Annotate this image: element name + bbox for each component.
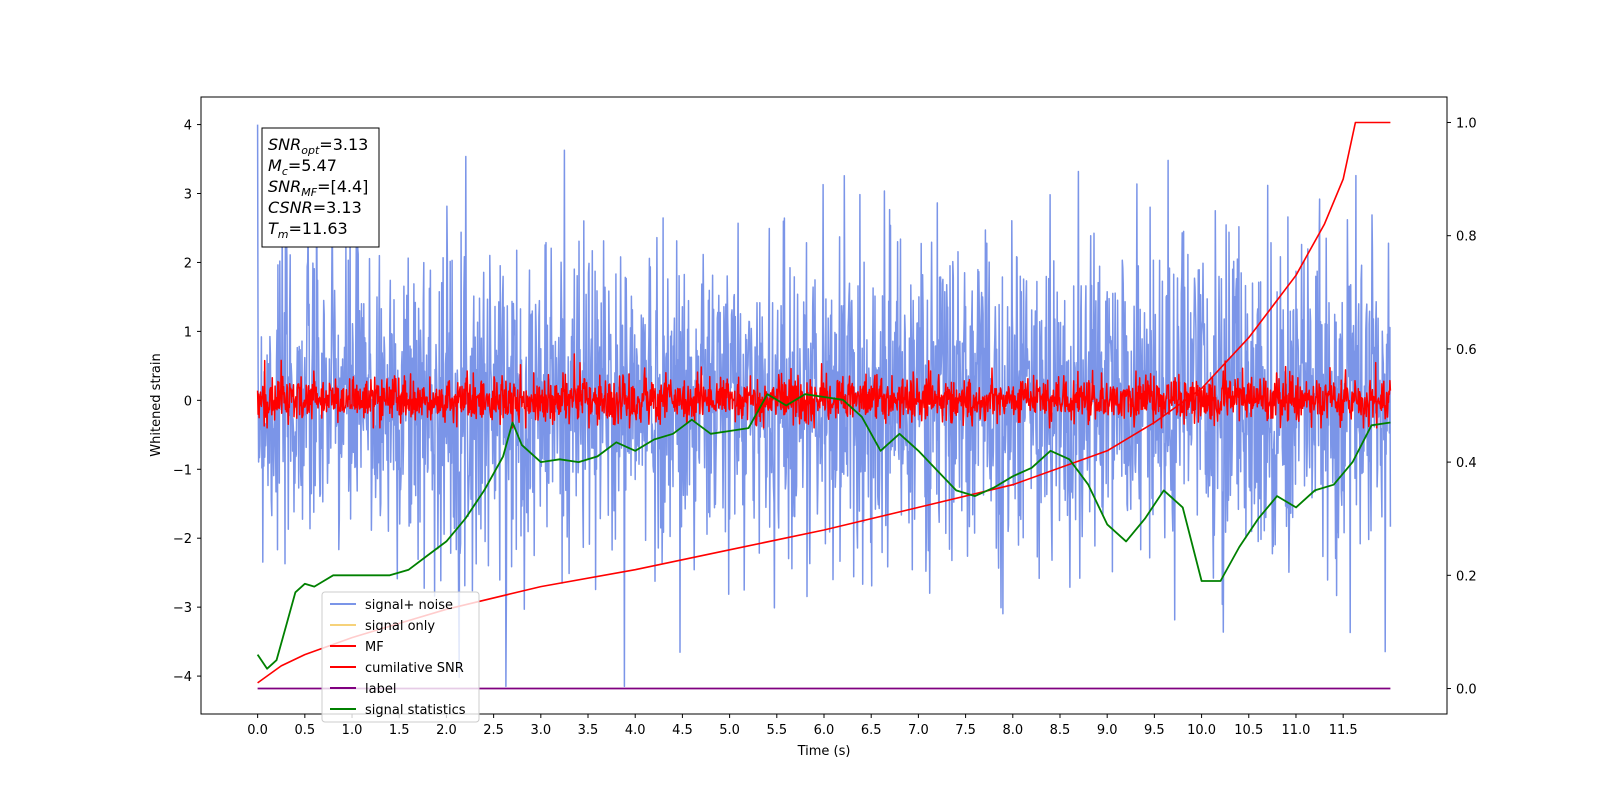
y-tick-label: −1: [173, 463, 192, 478]
annotation-line: SNRopt=3.13: [268, 135, 368, 157]
x-tick-label: 4.5: [672, 723, 693, 738]
x-tick-label: 1.5: [389, 723, 410, 738]
y-tick-label: −4: [173, 670, 192, 685]
y-tick-label: 0: [184, 394, 192, 409]
series-signal-noise: [256, 124, 1392, 688]
legend-label: signal+ noise: [365, 598, 453, 613]
x-tick-label: 6.5: [861, 723, 882, 738]
y2-tick-label: 1.0: [1456, 116, 1477, 131]
x-tick-label: 2.0: [436, 723, 457, 738]
x-tick-label: 2.5: [483, 723, 504, 738]
annotation-symbol: T: [268, 219, 279, 238]
x-tick-label: 6.0: [814, 723, 835, 738]
x-tick-label: 7.0: [908, 723, 929, 738]
legend: signal+ noise signal only MF cumilative SNR…: [321, 591, 480, 723]
x-tick-label: 10.0: [1187, 723, 1216, 738]
legend-label: signal only: [365, 619, 435, 634]
x-tick-label: 11.5: [1329, 723, 1358, 738]
y-tick-label: 4: [184, 119, 192, 134]
x-tick-label: 5.0: [719, 723, 740, 738]
annotation-line: Tm=11.63: [268, 219, 348, 241]
x-tick-label: 7.5: [955, 723, 976, 738]
annotation-subscript: opt: [301, 144, 320, 157]
y-tick-label: 1: [184, 325, 192, 340]
annotation-subscript: c: [282, 165, 288, 178]
stats-annotation-box: SNRopt=3.13Mc=5.47SNRMF=[4.4]CSNR=3.13Tm…: [261, 127, 380, 248]
legend-label: label: [365, 682, 396, 697]
annotation-line: SNRMF=[4.4]: [268, 177, 368, 199]
annotation-subscript: MF: [301, 186, 317, 199]
y2-tick-label: 0.8: [1456, 230, 1477, 245]
annotation-value: =3.13: [319, 135, 368, 154]
annotation-line: CSNR=3.13: [268, 198, 362, 217]
annotation-symbol: SNR: [268, 135, 301, 154]
annotation-frame: [261, 127, 380, 248]
legend-label: cumilative SNR: [365, 661, 464, 676]
annotation-value: =11.63: [289, 219, 348, 238]
x-axis-label: Time (s): [797, 744, 851, 759]
annotation-value: =[4.4]: [317, 177, 368, 196]
legend-frame: [321, 591, 480, 723]
legend-label: MF: [365, 640, 384, 655]
x-tick-label: 11.0: [1281, 723, 1310, 738]
y2-tick-label: 0.4: [1456, 456, 1477, 471]
y2-tick-label: 0.6: [1456, 343, 1477, 358]
annotation-symbol: SNR: [268, 177, 301, 196]
annotation-line: Mc=5.47: [268, 156, 337, 178]
y2-tick-label: 0.2: [1456, 569, 1477, 584]
y-tick-label: 2: [184, 256, 192, 271]
x-tick-label: 8.5: [1050, 723, 1071, 738]
x-tick-label: 8.0: [1002, 723, 1023, 738]
annotation-symbol: CSNR: [268, 198, 313, 217]
x-tick-label: 3.5: [578, 723, 599, 738]
x-tick-label: 3.0: [530, 723, 551, 738]
y-tick-label: 3: [184, 188, 192, 203]
legend-label: signal statistics: [365, 703, 466, 718]
series-signal-statistics: [256, 393, 1391, 670]
x-tick-label: 10.5: [1234, 723, 1263, 738]
annotation-subscript: m: [278, 228, 289, 241]
annotation-value: =5.47: [288, 156, 337, 175]
annotation-value: =3.13: [313, 198, 362, 217]
y-tick-label: −2: [173, 532, 192, 547]
x-tick-label: 9.5: [1144, 723, 1165, 738]
x-tick-label: 4.0: [625, 723, 646, 738]
y-tick-label: −3: [173, 601, 192, 616]
y2-tick-label: 0.0: [1456, 683, 1477, 698]
x-tick-label: 1.0: [342, 723, 363, 738]
x-tick-label: 0.5: [294, 723, 315, 738]
y-axis-label: Whitened strain: [149, 353, 164, 456]
annotation-symbol: M: [268, 156, 282, 175]
x-tick-label: 0.0: [247, 723, 268, 738]
x-tick-label: 5.5: [766, 723, 787, 738]
x-tick-label: 9.0: [1097, 723, 1118, 738]
